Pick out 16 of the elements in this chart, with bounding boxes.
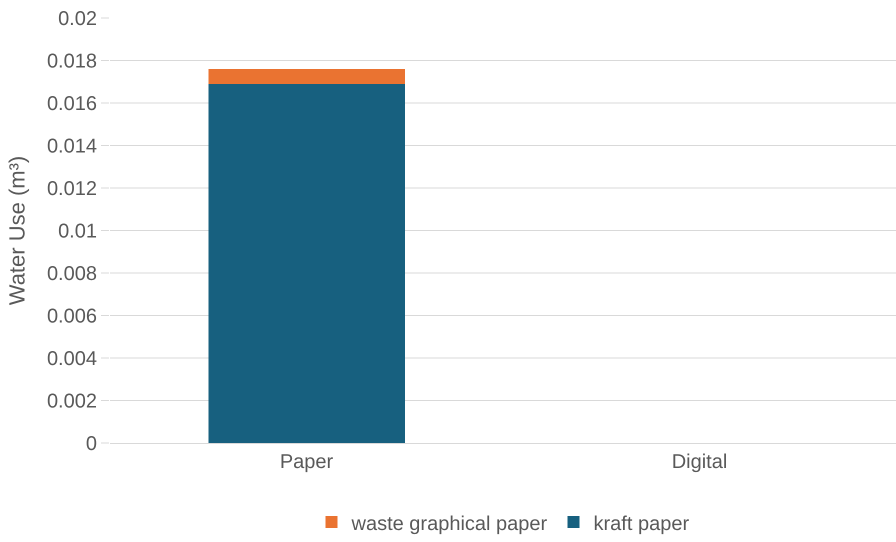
y-tick-label: 0.01 [58, 220, 97, 242]
y-tick-label: 0.016 [46, 93, 97, 115]
y-tick-label: 0.004 [46, 348, 97, 370]
x-tick-label: Digital [672, 451, 728, 473]
y-axis-title: Water Use (m³) [4, 156, 30, 306]
legend-label: kraft paper [594, 512, 690, 535]
y-tick-label: 0.014 [46, 136, 97, 158]
y-tick-label: 0.012 [46, 178, 97, 200]
y-tick-label: 0.002 [46, 390, 97, 412]
y-tick-label: 0.02 [58, 8, 97, 30]
y-tick-label: 0.006 [46, 306, 97, 328]
y-tick-label: 0.018 [46, 50, 97, 72]
legend-label: waste graphical paper [350, 512, 548, 535]
y-tick-label: 0.008 [46, 263, 97, 285]
x-tick-label: Paper [280, 451, 334, 473]
y-tick-label: 0 [86, 433, 97, 455]
